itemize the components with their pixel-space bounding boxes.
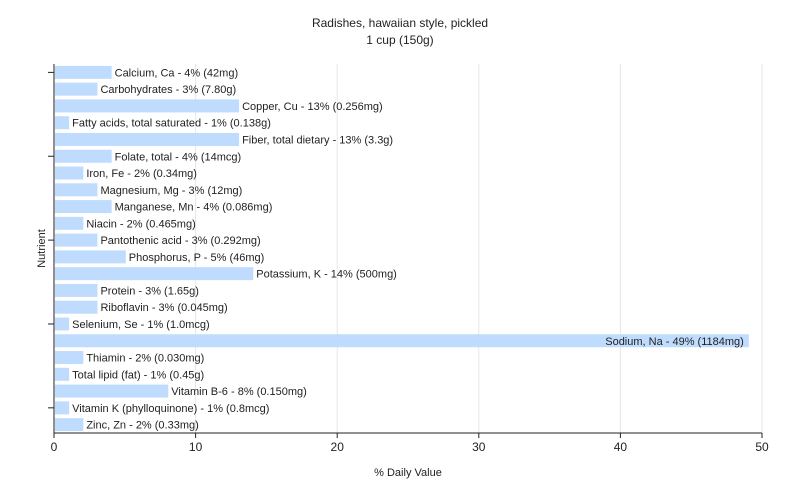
x-tick-label: 0 <box>51 440 58 454</box>
bar <box>55 183 98 197</box>
x-tick-label: 40 <box>614 440 628 454</box>
bar <box>55 250 126 264</box>
bar-label: Folate, total - 4% (14mcg) <box>115 151 242 163</box>
bar-label: Carbohydrates - 3% (7.80g) <box>100 84 236 96</box>
bar-label: Copper, Cu - 13% (0.256mg) <box>242 101 383 113</box>
bar-label: Vitamin K (phylloquinone) - 1% (0.8mcg) <box>72 403 269 415</box>
bar-label: Fatty acids, total saturated - 1% (0.138… <box>72 118 271 130</box>
bar <box>55 267 254 281</box>
bar <box>55 200 112 214</box>
bar-label: Thiamin - 2% (0.030mg) <box>86 353 204 365</box>
bar <box>55 401 70 415</box>
bar <box>55 166 84 180</box>
bar <box>55 283 98 297</box>
bar <box>55 99 240 113</box>
bar-label: Riboflavin - 3% (0.045mg) <box>100 302 227 314</box>
axes <box>48 64 762 434</box>
bar <box>55 216 84 230</box>
bar <box>55 367 70 381</box>
bar <box>55 132 240 146</box>
bar <box>55 300 98 314</box>
bar <box>55 149 112 163</box>
bar <box>55 82 98 96</box>
bar-label: Vitamin B-6 - 8% (0.150mg) <box>171 386 307 398</box>
bar <box>55 384 169 398</box>
bar <box>55 351 84 365</box>
bar <box>55 418 84 432</box>
x-ticks: 0 10 20 30 40 50 <box>51 433 769 454</box>
bar-label: Iron, Fe - 2% (0.34mg) <box>86 168 197 180</box>
chart-subtitle: 1 cup (150g) <box>366 33 434 47</box>
x-tick-label: 30 <box>472 440 486 454</box>
bar-label: Sodium, Na - 49% (1184mg) <box>605 336 744 348</box>
bar-label: Pantothenic acid - 3% (0.292mg) <box>100 235 260 247</box>
bar <box>55 317 70 331</box>
bars: Calcium, Ca - 4% (42mg) Carbohydrates - 3… <box>55 65 749 432</box>
bar-label: Potassium, K - 14% (500mg) <box>256 269 397 281</box>
bar-label: Total lipid (fat) - 1% (0.45g) <box>72 369 204 381</box>
x-tick-label: 20 <box>331 440 345 454</box>
bar-label: Zinc, Zn - 2% (0.33mg) <box>86 420 198 432</box>
bar-label: Protein - 3% (1.65g) <box>100 285 198 297</box>
bar <box>55 334 749 348</box>
bar-label: Phosphorus, P - 5% (46mg) <box>129 252 265 264</box>
x-tick-label: 10 <box>189 440 203 454</box>
bar <box>55 65 112 79</box>
bar-label: Niacin - 2% (0.465mg) <box>86 218 195 230</box>
bar <box>55 116 70 130</box>
bar-label: Manganese, Mn - 4% (0.086mg) <box>115 202 273 214</box>
x-axis-label: % Daily Value <box>374 467 442 479</box>
bar <box>55 233 98 247</box>
grid-lines <box>195 64 763 433</box>
x-tick-label: 50 <box>755 440 769 454</box>
chart-title: Radishes, hawaiian style, pickled <box>311 16 489 30</box>
bar-label: Selenium, Se - 1% (1.0mcg) <box>72 319 210 331</box>
bar-label: Calcium, Ca - 4% (42mg) <box>115 67 238 79</box>
y-axis-label: Nutrient <box>36 229 48 268</box>
bar-label: Fiber, total dietary - 13% (3.3g) <box>242 134 393 146</box>
bar-label: Magnesium, Mg - 3% (12mg) <box>100 185 242 197</box>
